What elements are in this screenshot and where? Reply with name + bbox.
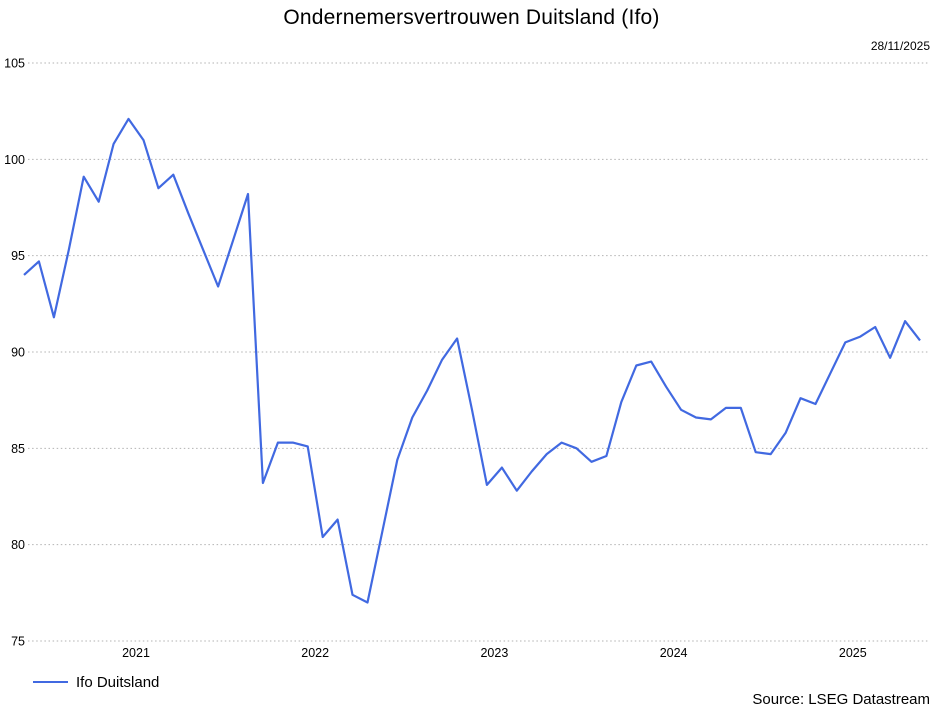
series-line-swatch-icon — [33, 681, 68, 683]
x-axis-label: 2024 — [660, 646, 688, 660]
date-stamp: 28/11/2025 — [870, 39, 930, 53]
x-axis-label: 2023 — [480, 646, 508, 660]
legend: Ifo Duitsland — [33, 672, 159, 692]
series-line — [23, 117, 921, 604]
y-axis-label: 85 — [11, 442, 25, 456]
y-axis-label: 80 — [11, 538, 25, 552]
y-axis-label: 105 — [4, 57, 25, 71]
x-axis-label: 2022 — [301, 646, 329, 660]
source-credit: Source: LSEG Datastream — [752, 691, 930, 708]
y-axis-label: 100 — [4, 153, 25, 167]
x-axis-label: 2021 — [122, 646, 150, 660]
y-axis-label: 90 — [11, 346, 25, 360]
chart-title: Ondernemersvertrouwen Duitsland (Ifo) — [283, 6, 660, 29]
x-axis-label: 2025 — [839, 646, 867, 660]
legend-label: Ifo Duitsland — [76, 673, 160, 691]
y-axis-label: 75 — [11, 635, 25, 649]
y-axis-label: 95 — [11, 249, 25, 263]
